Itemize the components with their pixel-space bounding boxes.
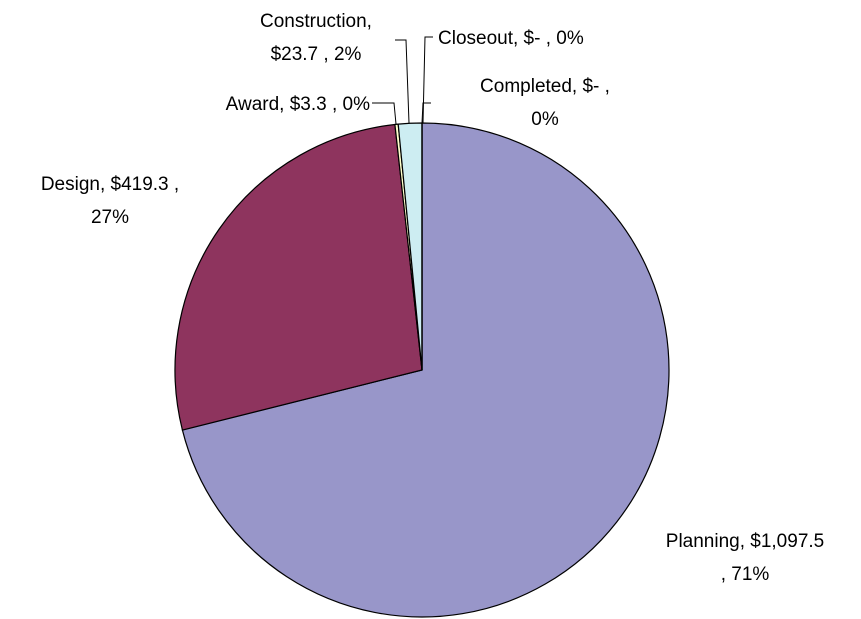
data-label: 0% (531, 109, 559, 130)
pie-slice (174, 123, 423, 431)
data-label: Design, $419.3 , (41, 174, 179, 195)
leader-line (372, 102, 397, 125)
leader-line (422, 36, 433, 124)
data-label: Completed, $- , (480, 76, 610, 97)
data-label: Planning, $1,097.5 (666, 531, 824, 552)
leader-lines (372, 36, 433, 125)
leader-line (395, 39, 410, 124)
data-label: Construction, (260, 11, 372, 32)
data-label: $23.7 , 2% (271, 44, 362, 65)
data-label: , 71% (721, 564, 770, 585)
pie (174, 122, 670, 618)
data-label: Award, $3.3 , 0% (226, 94, 370, 115)
data-label: Closeout, $- , 0% (438, 28, 584, 49)
data-label: 27% (91, 207, 129, 228)
leader-line (421, 102, 431, 124)
pie-slice (181, 122, 670, 618)
